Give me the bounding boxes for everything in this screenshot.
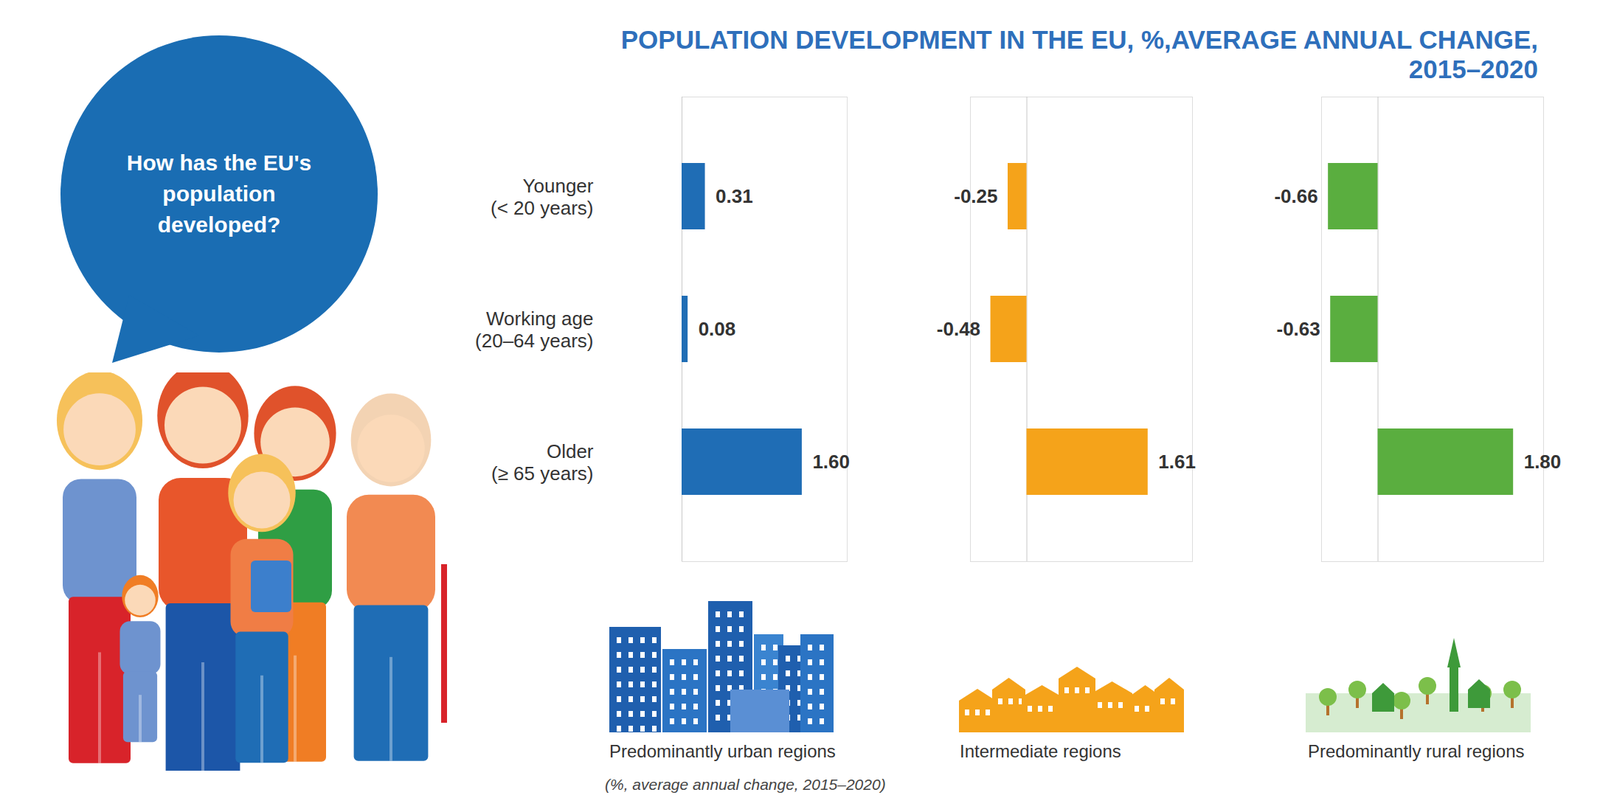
svg-text:-0.66: -0.66 [1273,185,1318,208]
svg-text:1.61: 1.61 [1158,450,1196,473]
html-text:Intermediate regions: Intermediate regions [959,741,1122,762]
svg-text:1.80: 1.80 [1524,450,1562,473]
html-text:(%, average annual change, 201: (%, average annual change, 2015–2020) [604,776,886,793]
svg-text:How has the EU'spopulationdeve: How has the EU'spopulationdeveloped? [126,150,313,237]
html-text:Predominantly urban regions: Predominantly urban regions [609,741,836,762]
svg-text:0.08: 0.08 [698,317,737,341]
svg-text:Older(≥ 65 years): Older(≥ 65 years) [491,440,594,485]
svg-text:-0.48: -0.48 [936,317,981,341]
svg-text:Working age(20–64 years): Working age(20–64 years) [475,307,594,352]
html-text:POPULATION DEVELOPMENT IN THE: POPULATION DEVELOPMENT IN THE EU, %,AVER… [620,25,1539,84]
svg-text:-0.25: -0.25 [953,185,998,208]
html-text:Predominantly rural regions: Predominantly rural regions [1307,741,1525,762]
svg-text:0.31: 0.31 [715,185,754,208]
svg-text:Younger(< 20 years): Younger(< 20 years) [490,174,594,220]
svg-text:1.60: 1.60 [812,450,850,473]
svg-text:-0.63: -0.63 [1276,317,1320,341]
